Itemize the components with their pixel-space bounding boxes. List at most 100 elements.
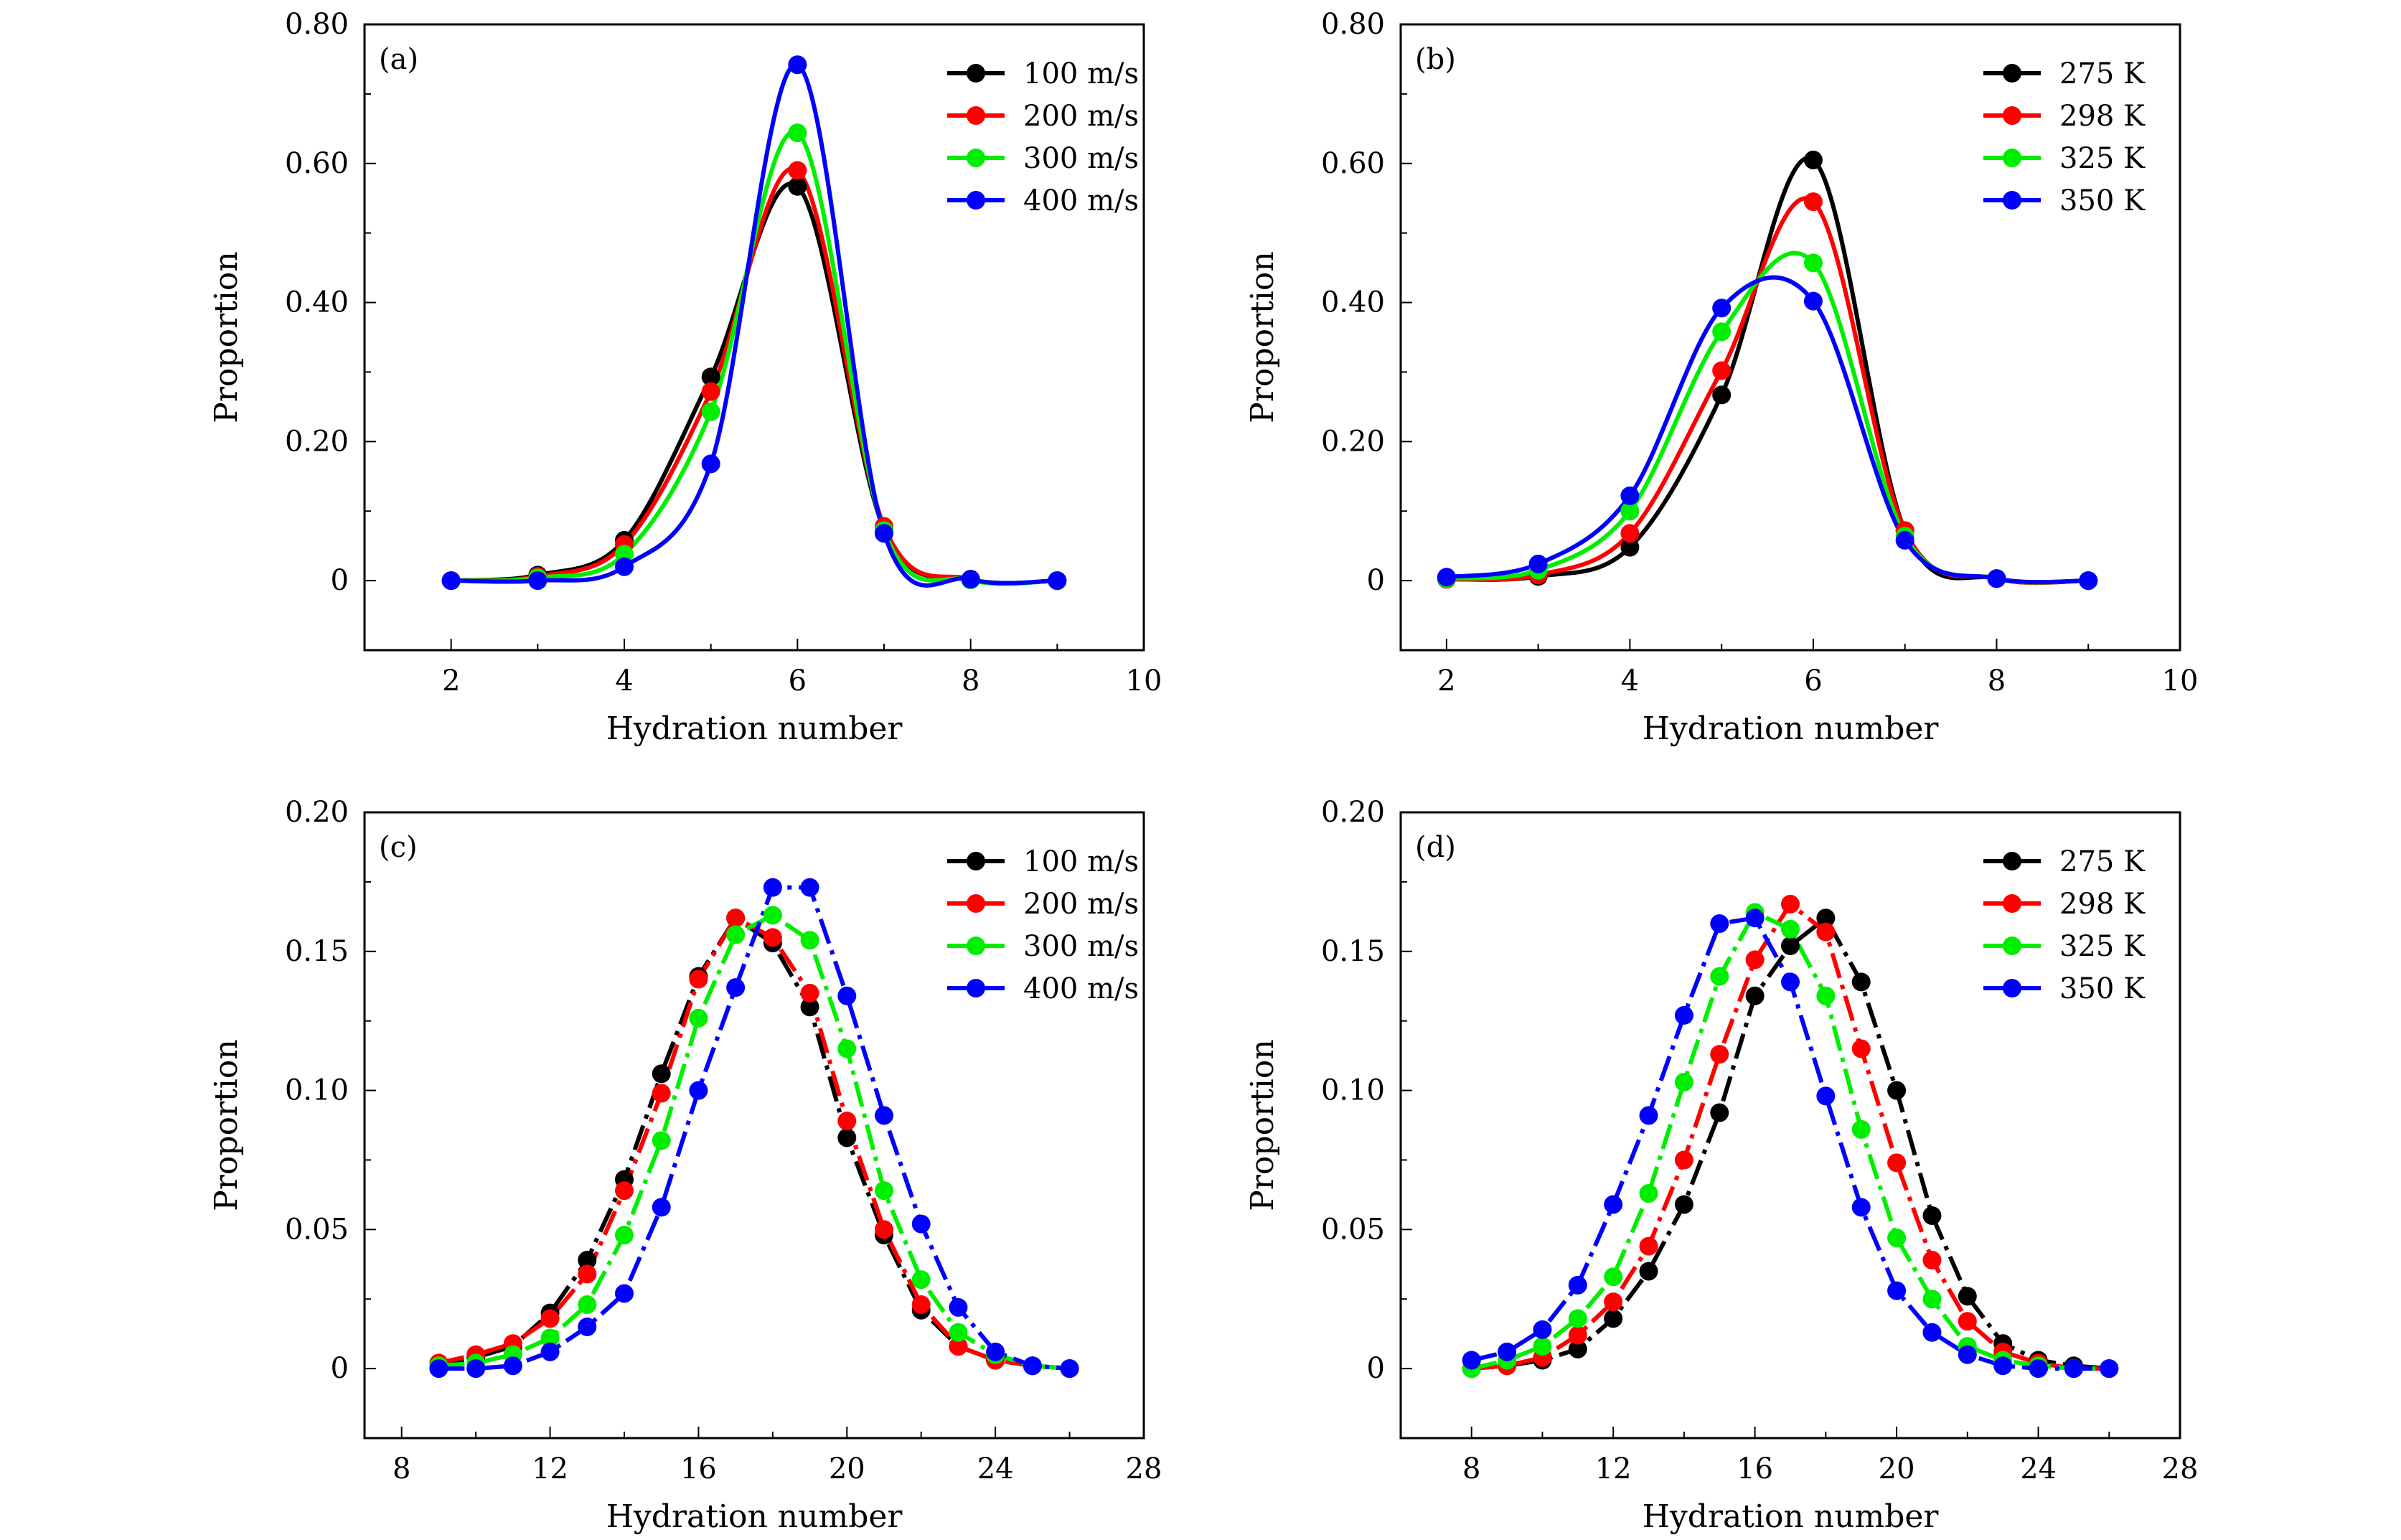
data-point [615, 1284, 634, 1303]
legend-marker [967, 106, 985, 125]
data-point [1568, 1275, 1587, 1295]
data-point [1604, 1292, 1623, 1312]
data-point [1533, 1320, 1552, 1339]
x-axis-label: Hydration number [606, 710, 903, 747]
data-point [1887, 1081, 1907, 1100]
data-point [1639, 1106, 1658, 1125]
data-point [578, 1250, 597, 1269]
y-tick-label: 0.60 [285, 147, 349, 180]
data-point [763, 928, 782, 947]
data-point [800, 983, 819, 1003]
legend-label: 275 K [2059, 57, 2146, 90]
data-area [1437, 150, 2098, 591]
series-line-2 [1446, 250, 2089, 585]
data-point [1922, 1206, 1942, 1225]
data-point [911, 1214, 931, 1234]
panel-label: (b) [1415, 43, 1456, 76]
x-tick-label: 10 [1126, 665, 1162, 698]
data-point [1781, 894, 1800, 914]
legend-label: 325 K [2059, 930, 2146, 963]
x-tick-label: 20 [1879, 1452, 1915, 1485]
x-tick-label: 8 [1988, 665, 2006, 698]
x-tick-label: 6 [789, 665, 807, 698]
legend-label: 298 K [2059, 888, 2146, 921]
legend-marker [2003, 106, 2021, 125]
data-point [701, 454, 720, 474]
data-point [578, 1317, 597, 1336]
data-point [2064, 1359, 2083, 1379]
data-point [1498, 1342, 1517, 1361]
y-tick-label: 0.80 [285, 8, 349, 41]
data-point [1887, 1281, 1907, 1300]
data-point [1639, 1183, 1658, 1203]
legend-label: 325 K [2059, 142, 2146, 175]
x-tick-label: 12 [1595, 1452, 1632, 1485]
x-tick-label: 24 [977, 1452, 1014, 1485]
data-point [1887, 1228, 1907, 1247]
data-point [837, 1128, 857, 1147]
data-point [615, 1226, 634, 1245]
data-point [441, 571, 461, 591]
legend-label: 400 m/s [1023, 184, 1139, 217]
y-tick-label: 0 [1367, 564, 1385, 597]
y-tick-label: 0 [331, 564, 349, 597]
data-point [1922, 1290, 1942, 1309]
legend-marker [967, 936, 985, 955]
data-point [503, 1356, 522, 1376]
data-point [2079, 571, 2098, 591]
data-point [1895, 530, 1914, 550]
y-axis-label: Proportion [208, 1039, 245, 1211]
data-point [726, 925, 746, 944]
data-point [1712, 361, 1732, 380]
x-tick-label: 8 [962, 665, 979, 698]
x-axis-label: Hydration number [606, 1498, 903, 1535]
series-line-2 [451, 129, 1058, 586]
legend-label: 300 m/s [1023, 930, 1139, 963]
data-point [1851, 1119, 1871, 1139]
series-line-0 [438, 916, 1070, 1371]
x-tick-label: 12 [532, 1452, 568, 1485]
chart-panel-0: 2 4 6 8 10 0 0.20 0.40 0.60 0.80 Hydration number P… [208, 8, 1162, 747]
data-point [1781, 972, 1800, 992]
data-point [1568, 1325, 1587, 1345]
data-point [911, 1295, 931, 1314]
data-point [1639, 1262, 1658, 1281]
data-point [1816, 1086, 1836, 1106]
plot-frame [363, 23, 1145, 652]
x-tick-label: 20 [829, 1452, 865, 1485]
y-axis-label: Proportion [1244, 1039, 1281, 1211]
data-point [1816, 922, 1836, 942]
legend-label: 275 K [2059, 845, 2146, 878]
data-point [1674, 1195, 1693, 1214]
data-point [1639, 1236, 1658, 1256]
data-point [2100, 1359, 2119, 1379]
legend-marker [2003, 979, 2021, 997]
data-point [1568, 1339, 1587, 1358]
series-line-1 [1446, 196, 2089, 586]
data-point [1745, 908, 1765, 928]
data-point [1710, 967, 1729, 986]
data-point [1568, 1309, 1587, 1328]
data-point [800, 878, 819, 897]
data-point [1620, 502, 1640, 521]
data-point [1533, 1337, 1552, 1356]
legend-label: 200 m/s [1023, 888, 1139, 921]
data-point [1710, 1045, 1729, 1064]
y-tick-label: 0.05 [285, 1213, 349, 1246]
y-tick-label: 0.60 [1321, 147, 1385, 180]
data-point [1803, 150, 1823, 169]
data-point [1803, 291, 1823, 311]
data-point [1781, 936, 1800, 956]
panel-label: (d) [1415, 831, 1456, 864]
legend-marker [2003, 191, 2021, 210]
y-tick-label: 0.20 [285, 796, 349, 829]
x-tick-label: 2 [442, 665, 460, 698]
data-point [911, 1270, 931, 1290]
data-point [1712, 322, 1732, 342]
chart-panel-2: 8 12 16 20 24 28 0 0.05 0.10 0.15 0.20 Hydration nu… [208, 796, 1162, 1535]
series-line-3 [1446, 275, 2089, 585]
data-point [1958, 1345, 1977, 1364]
data-point [1712, 385, 1732, 405]
x-tick-label: 24 [2020, 1452, 2057, 1485]
